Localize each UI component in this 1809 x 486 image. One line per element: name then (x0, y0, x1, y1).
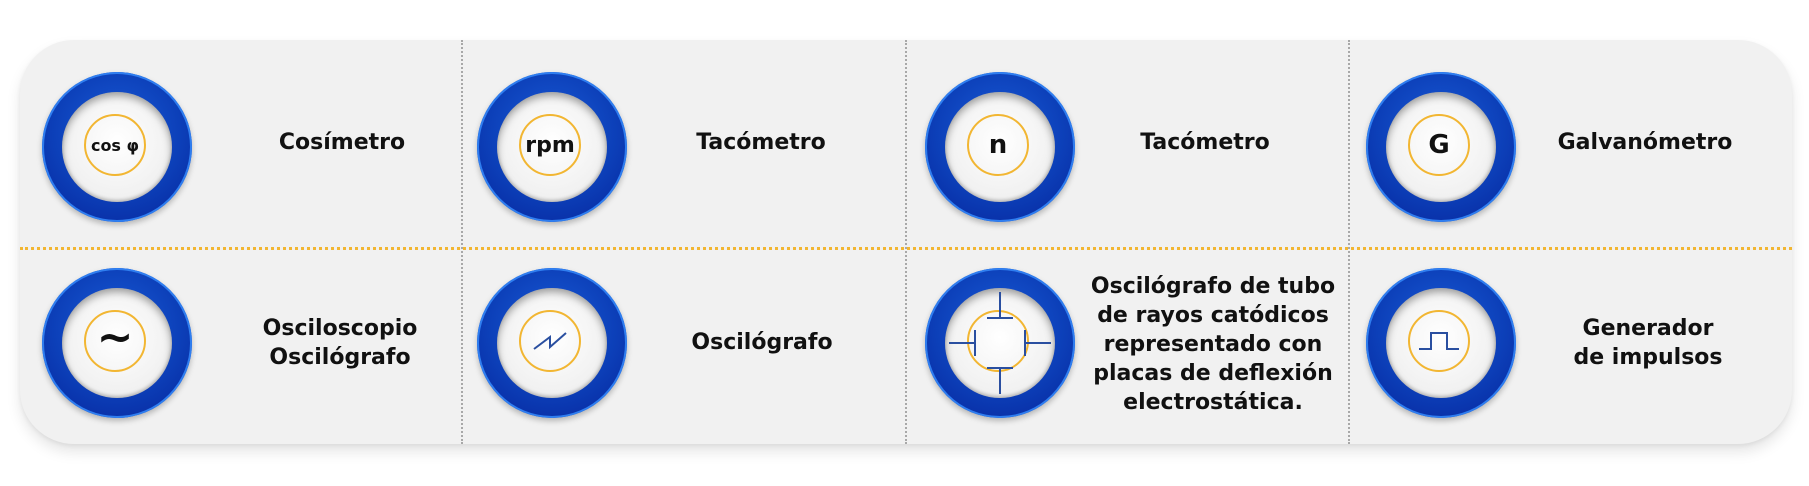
symbol-badge (925, 268, 1075, 418)
symbol-ring (519, 310, 581, 372)
cell-osciloscopio: ~ Osciloscopio Oscilógrafo (20, 248, 461, 444)
symbol-label: Osciloscopio Oscilógrafo (262, 316, 418, 370)
symbol-badge: rpm (477, 72, 627, 222)
cell-tacometro-rpm: rpm Tacómetro (461, 40, 905, 248)
symbol-ring: ~ (84, 310, 146, 372)
pulse-icon (1419, 332, 1459, 350)
symbol-label: Generador de impulsos (1573, 316, 1723, 370)
tilde-icon: ~ (96, 312, 134, 363)
cell-tacometro-n: n Tacómetro (905, 40, 1348, 248)
column-divider (461, 40, 463, 444)
symbol-label: Tacómetro (1140, 130, 1270, 155)
row-divider (20, 247, 1792, 250)
symbol-text: G (1428, 130, 1450, 160)
symbol-badge: cos φ (42, 72, 192, 222)
column-divider (1348, 40, 1350, 444)
symbol-badge: n (925, 72, 1075, 222)
symbol-badge: G (1366, 72, 1516, 222)
cell-galvanometro: G Galvanómetro (1348, 40, 1792, 248)
symbol-text: cos φ (90, 135, 140, 155)
column-divider (905, 40, 907, 444)
symbol-ring (1408, 310, 1470, 372)
symbol-label: Tacómetro (696, 130, 826, 155)
symbol-text: n (988, 130, 1008, 160)
symbol-label: Cosímetro (278, 130, 406, 155)
cell-oscilografo-crt: Oscilógrafo de tubo de rayos catódicos r… (905, 248, 1348, 444)
deflection-plates-icon (949, 292, 1051, 394)
symbol-ring: G (1408, 114, 1470, 176)
symbol-ring (967, 310, 1029, 372)
symbol-ring: cos φ (84, 114, 146, 176)
symbol-badge (1366, 268, 1516, 418)
symbol-ring: rpm (519, 114, 581, 176)
symbol-ring: n (967, 114, 1029, 176)
symbol-text: rpm (525, 132, 575, 158)
cell-cosimetro: cos φ Cosímetro (20, 40, 461, 248)
symbols-panel: cos φ Cosímetro rpm Tacómetro (20, 40, 1792, 444)
cell-generador-impulsos: Generador de impulsos (1348, 248, 1792, 444)
symbol-label: Oscilógrafo de tubo de rayos catódicos r… (1090, 274, 1336, 415)
symbol-label: Oscilógrafo (691, 330, 833, 355)
symbol-badge: ~ (42, 268, 192, 418)
symbol-label: Galvanómetro (1557, 130, 1733, 155)
symbol-badge (477, 268, 627, 418)
zigzag-icon (533, 332, 567, 350)
cell-oscilografo: Oscilógrafo (461, 248, 905, 444)
